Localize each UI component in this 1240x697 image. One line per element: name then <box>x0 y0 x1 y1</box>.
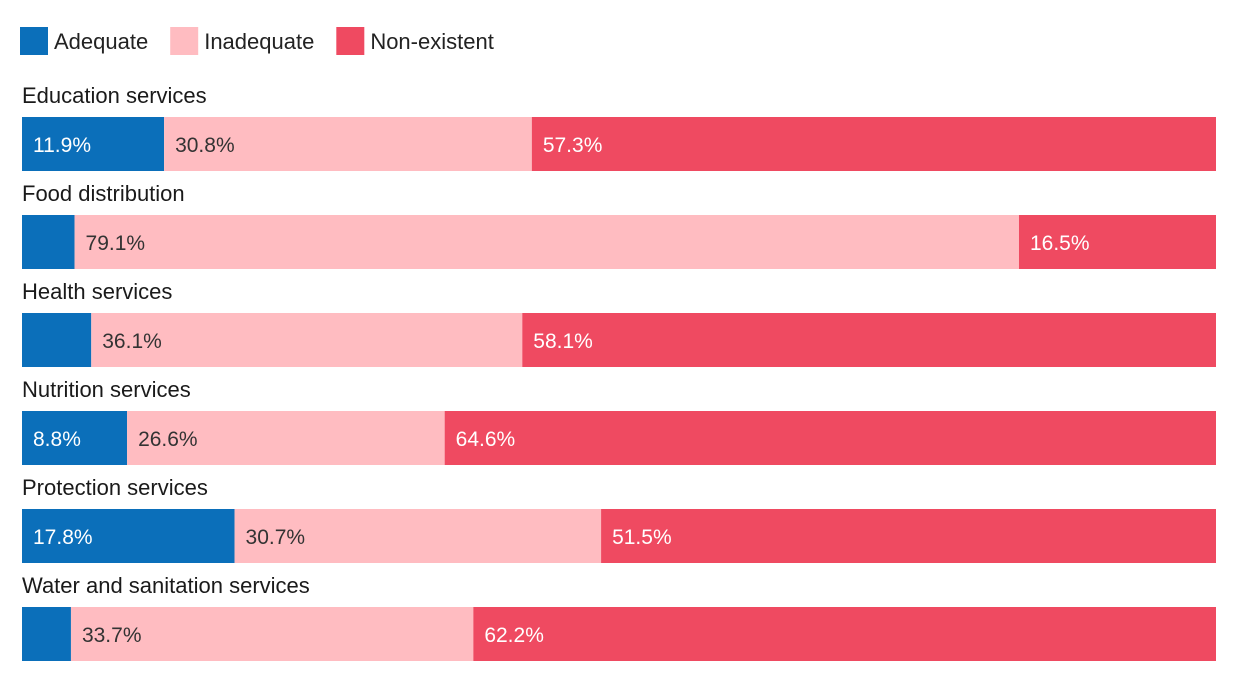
bar-segment-2-0 <box>22 313 92 367</box>
value-label-5-1: 33.7% <box>82 624 142 647</box>
value-label-0-2: 57.3% <box>543 134 603 157</box>
legend-label-2: Non-existent <box>370 29 494 54</box>
bar-segment-2-1 <box>91 313 523 367</box>
bar-segment-3-1 <box>127 411 445 465</box>
bar-segment-4-1 <box>234 509 602 563</box>
value-label-3-1: 26.6% <box>138 428 198 451</box>
bar-segment-0-0 <box>22 117 165 171</box>
category-label-4: Protection services <box>22 475 208 500</box>
category-label-0: Education services <box>22 83 207 108</box>
legend-swatch-1 <box>170 27 199 55</box>
bar-segment-5-1 <box>70 607 474 661</box>
legend-swatch-2 <box>336 27 365 55</box>
value-label-3-2: 64.6% <box>456 428 516 451</box>
category-label-1: Food distribution <box>22 181 185 206</box>
value-label-2-1: 36.1% <box>102 330 162 353</box>
value-label-4-1: 30.7% <box>246 526 306 549</box>
bar-segment-3-2 <box>444 411 1216 465</box>
value-label-3-0: 8.8% <box>33 428 81 451</box>
bar-segment-4-0 <box>22 509 235 563</box>
category-label-2: Health services <box>22 279 172 304</box>
bar-segment-5-2 <box>473 607 1216 661</box>
value-label-4-2: 51.5% <box>612 526 672 549</box>
value-label-1-2: 16.5% <box>1030 232 1090 255</box>
legend-label-0: Adequate <box>54 29 148 54</box>
legend-swatch-0 <box>20 27 48 55</box>
bar-segment-3-0 <box>22 411 128 465</box>
bar-segment-5-0 <box>22 607 71 661</box>
value-label-0-0: 11.9% <box>33 134 91 157</box>
bar-segment-1-1 <box>74 215 1019 269</box>
bar-segment-2-2 <box>522 313 1216 367</box>
value-label-2-2: 58.1% <box>533 330 593 353</box>
bar-segment-1-0 <box>22 215 75 269</box>
bar-segment-0-2 <box>531 117 1216 171</box>
value-label-5-2: 62.2% <box>484 624 544 647</box>
value-label-0-1: 30.8% <box>175 134 235 157</box>
legend-label-1: Inadequate <box>204 29 314 54</box>
value-label-1-1: 79.1% <box>86 232 146 255</box>
bar-segment-4-2 <box>601 509 1216 563</box>
value-label-4-0: 17.8% <box>33 526 93 549</box>
category-label-3: Nutrition services <box>22 377 191 402</box>
category-label-5: Water and sanitation services <box>22 573 310 598</box>
bar-segment-1-2 <box>1018 215 1216 269</box>
bar-segment-0-1 <box>164 117 532 171</box>
